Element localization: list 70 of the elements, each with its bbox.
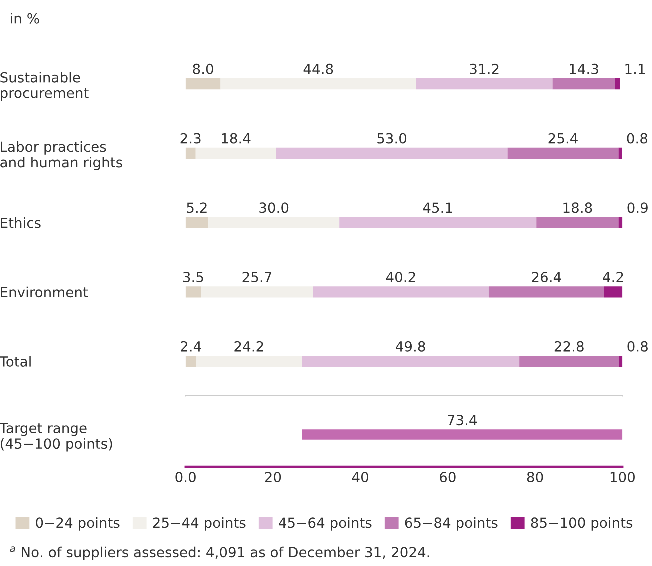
- data-label: 5.2: [187, 202, 207, 214]
- data-label: 8.0: [193, 64, 214, 74]
- bar: [618, 217, 623, 228]
- bar: [276, 148, 508, 159]
- data-label: 25.4: [548, 133, 578, 144]
- y-tick-label: Environment: [1, 286, 88, 298]
- data-label: 22.8: [554, 341, 584, 352]
- data-label: 18.4: [222, 133, 251, 144]
- bar: [220, 78, 416, 90]
- data-label: 30.0: [260, 202, 289, 214]
- data-label: 2.4: [181, 341, 202, 352]
- y-tick-label: Sustainable procurement: [0, 72, 89, 102]
- text: in %: [11, 13, 40, 24]
- bar: [508, 148, 619, 159]
- data-label: 31.2: [470, 64, 499, 74]
- data-label: 73.4: [448, 415, 478, 426]
- data-label: 44.8: [304, 64, 334, 74]
- data-label: 40.2: [386, 272, 416, 283]
- bar: [340, 217, 537, 228]
- data-label: 45.1: [423, 202, 452, 214]
- data-label: 2.3: [180, 133, 201, 144]
- data-label: 24.2: [234, 341, 264, 352]
- data-label: 0.9: [628, 202, 648, 214]
- data-label: 0.8: [627, 133, 648, 144]
- bar: [196, 356, 302, 368]
- y-tick-label: Target range (45−100 points): [0, 423, 112, 452]
- data-label: 25.7: [242, 272, 272, 283]
- bar: [186, 356, 196, 368]
- bar: [536, 217, 619, 228]
- x-tick-label: 40: [352, 472, 368, 483]
- x-tick-label: 100: [610, 472, 635, 483]
- data-label: 4.2: [603, 272, 624, 282]
- legend-label: 45−64 points: [279, 517, 372, 531]
- bar: [604, 286, 623, 298]
- data-label: 3.5: [183, 272, 204, 283]
- y-tick-label: Total: [0, 356, 31, 367]
- x-tick-label: 80: [527, 472, 544, 483]
- bar: [416, 78, 553, 90]
- data-label: 14.3: [570, 64, 598, 74]
- legend-label: 85−100 points: [531, 517, 633, 531]
- bar: [186, 78, 221, 90]
- data-label: 18.8: [564, 202, 592, 214]
- bar: [186, 148, 196, 159]
- bar: [208, 217, 340, 228]
- bar: [615, 78, 620, 90]
- bar: [313, 286, 489, 298]
- x-tick-label: 60: [440, 472, 456, 483]
- bar: [552, 78, 616, 90]
- bar: [302, 356, 520, 368]
- data-label: 1.1: [626, 64, 646, 74]
- x-tick-label: 0.0: [176, 472, 196, 483]
- bar: [201, 286, 314, 298]
- bar: [619, 356, 623, 368]
- bar: [488, 286, 604, 298]
- text: $^{a}$ No. of suppliers assessed: 4,091 as of December 31, 2024.: [10, 546, 430, 560]
- bar: [520, 356, 620, 368]
- data-label: 0.8: [628, 341, 648, 352]
- bar: [618, 148, 622, 159]
- data-label: 26.4: [532, 272, 562, 283]
- bar: [196, 148, 276, 159]
- legend-label: 65−84 points: [405, 517, 498, 531]
- y-tick-label: Labor practices and human rights: [0, 141, 122, 170]
- data-label: 49.8: [396, 341, 426, 352]
- x-tick-label: 20: [265, 472, 282, 483]
- bar: [186, 217, 209, 228]
- bar: [186, 286, 202, 298]
- legend-label: 0−24 points: [36, 517, 120, 531]
- data-label: 53.0: [378, 133, 407, 144]
- y-tick-label: Ethics: [1, 218, 41, 228]
- legend-label: 25−44 points: [153, 517, 246, 531]
